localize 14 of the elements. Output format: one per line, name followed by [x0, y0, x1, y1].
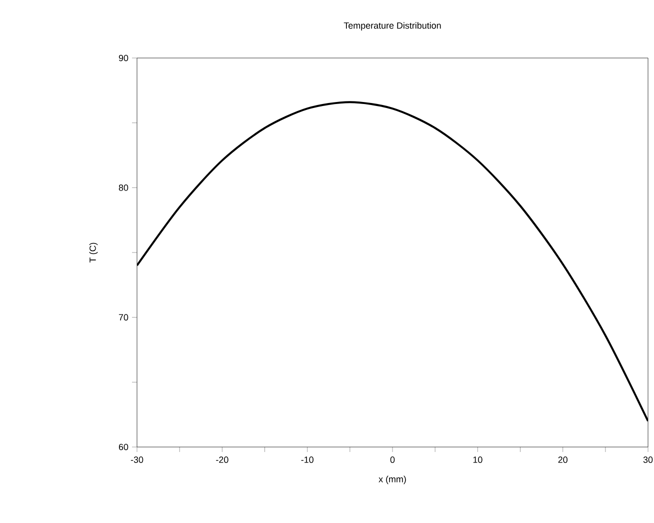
x-tick-label: -10: [301, 456, 314, 463]
y-axis-title: T (C): [89, 242, 98, 262]
y-tick-label: 80: [118, 184, 128, 191]
x-tick-label: 30: [643, 456, 653, 463]
y-tick-label: 70: [118, 314, 128, 321]
y-tick-label: 90: [118, 54, 128, 62]
x-tick-label: -20: [216, 456, 228, 463]
x-tick-label: 0: [390, 456, 395, 463]
x-tick-label: 20: [558, 456, 568, 463]
x-tick-label: -30: [130, 456, 144, 463]
y-tick-label: 60: [118, 444, 128, 450]
x-axis-title: x (mm): [378, 476, 406, 484]
chart-title: Temperature Distribution: [344, 22, 441, 30]
x-tick-label: 10: [473, 456, 482, 463]
